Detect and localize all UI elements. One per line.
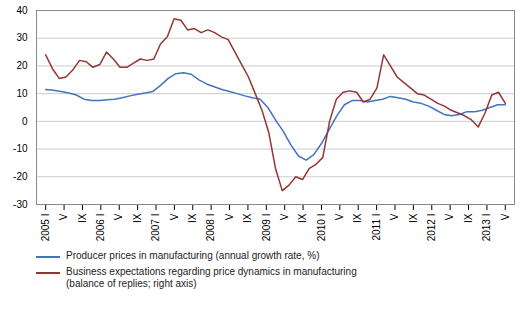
svg-text:10: 10	[16, 88, 28, 99]
svg-text:IX: IX	[463, 213, 474, 223]
svg-text:IX: IX	[408, 213, 419, 223]
svg-text:IX: IX	[187, 213, 198, 223]
svg-text:V: V	[500, 213, 511, 220]
svg-text:IX: IX	[352, 213, 363, 223]
svg-text:30: 30	[16, 32, 28, 43]
svg-text:V: V	[279, 213, 290, 220]
svg-text:2011 I: 2011 I	[371, 214, 382, 241]
svg-text:V: V	[58, 213, 69, 220]
svg-text:-30: -30	[13, 199, 28, 210]
svg-text:-10: -10	[13, 143, 28, 154]
svg-text:V: V	[334, 213, 345, 220]
svg-text:40: 40	[16, 5, 28, 16]
svg-text:0: 0	[22, 116, 28, 127]
html-text:Producer prices in manufacturi: Producer prices in manufacturing (annual…	[66, 250, 320, 261]
svg-text:2009 I: 2009 I	[261, 214, 272, 242]
html-text:Business expectations regardin: Business expectations regarding price dy…	[66, 265, 357, 289]
svg-text:V: V	[224, 213, 235, 220]
svg-text:V: V	[169, 213, 180, 220]
svg-text:V: V	[389, 213, 400, 220]
svg-text:2008 I: 2008 I	[205, 214, 216, 242]
svg-text:IX: IX	[297, 213, 308, 223]
svg-text:2013 I: 2013 I	[481, 214, 492, 242]
svg-text:2012 I: 2012 I	[426, 214, 437, 242]
svg-text:20: 20	[16, 60, 28, 71]
svg-text:2010 I: 2010 I	[316, 214, 327, 242]
svg-text:-20: -20	[13, 171, 28, 182]
svg-text:2007 I: 2007 I	[150, 214, 161, 242]
svg-text:2006 I: 2006 I	[95, 214, 106, 242]
svg-text:V: V	[113, 213, 124, 220]
svg-text:IX: IX	[242, 213, 253, 223]
svg-text:2005 I: 2005 I	[40, 214, 51, 242]
svg-text:V: V	[444, 213, 455, 220]
svg-text:IX: IX	[132, 213, 143, 223]
svg-text:IX: IX	[77, 213, 88, 223]
